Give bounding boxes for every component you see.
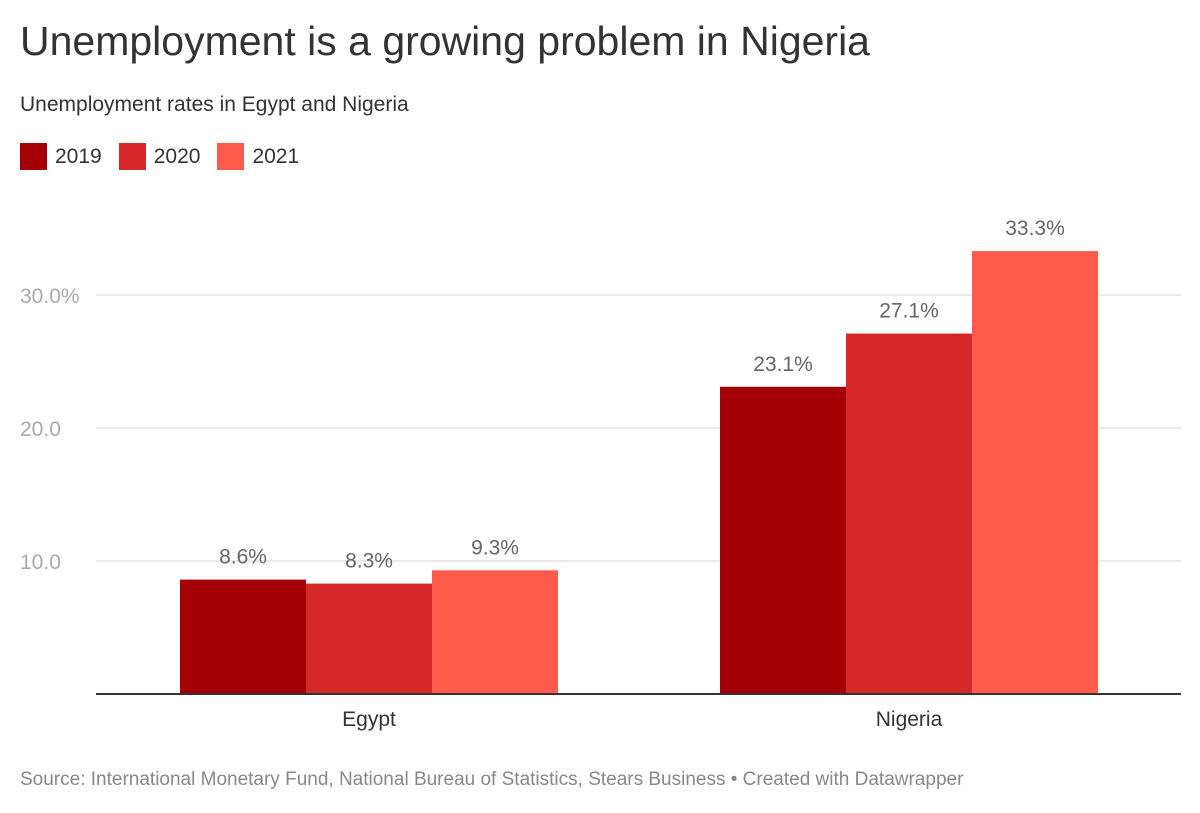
bar-egypt-2020 [306,583,432,694]
bar-egypt-2019 [180,579,306,694]
y-tick-label-30: 30.0% [20,285,80,308]
bar-nigeria-2019 [720,386,846,694]
x-tick-label-egypt: Egypt [342,708,396,731]
legend-item-2019: 2019 [20,143,102,170]
legend-swatch-2020 [118,143,146,170]
chart-subtitle: Unemployment rates in Egypt and Nigeria [20,93,409,116]
value-label-egypt-2019: 8.6% [219,546,267,569]
source-note: Source: International Monetary Fund, Nat… [20,769,964,790]
x-tick-label-nigeria: Nigeria [876,708,943,731]
y-tick-label-20: 20.0 [20,418,61,441]
legend-label-2019: 2019 [55,144,102,168]
bar-nigeria-2021 [972,251,1098,695]
legend-label-2020: 2020 [153,144,201,168]
chart-title: Unemployment is a growing problem in Nig… [20,18,870,64]
value-label-egypt-2021: 9.3% [471,536,519,559]
value-label-nigeria-2020: 27.1% [879,300,939,323]
chart-legend: 2019 2020 2021 [20,143,316,170]
value-label-nigeria-2021: 33.3% [1005,217,1065,240]
legend-item-2021: 2021 [217,143,299,170]
y-tick-label-10: 10.0 [20,551,61,574]
legend-label-2021: 2021 [252,144,300,168]
bar-egypt-2021 [432,570,558,694]
value-label-nigeria-2019: 23.1% [753,353,813,376]
legend-swatch-2019 [20,143,47,170]
legend-item-2020: 2020 [118,143,201,170]
value-label-egypt-2020: 8.3% [345,550,393,573]
legend-swatch-2021 [217,143,245,170]
bar-nigeria-2020 [846,333,972,694]
